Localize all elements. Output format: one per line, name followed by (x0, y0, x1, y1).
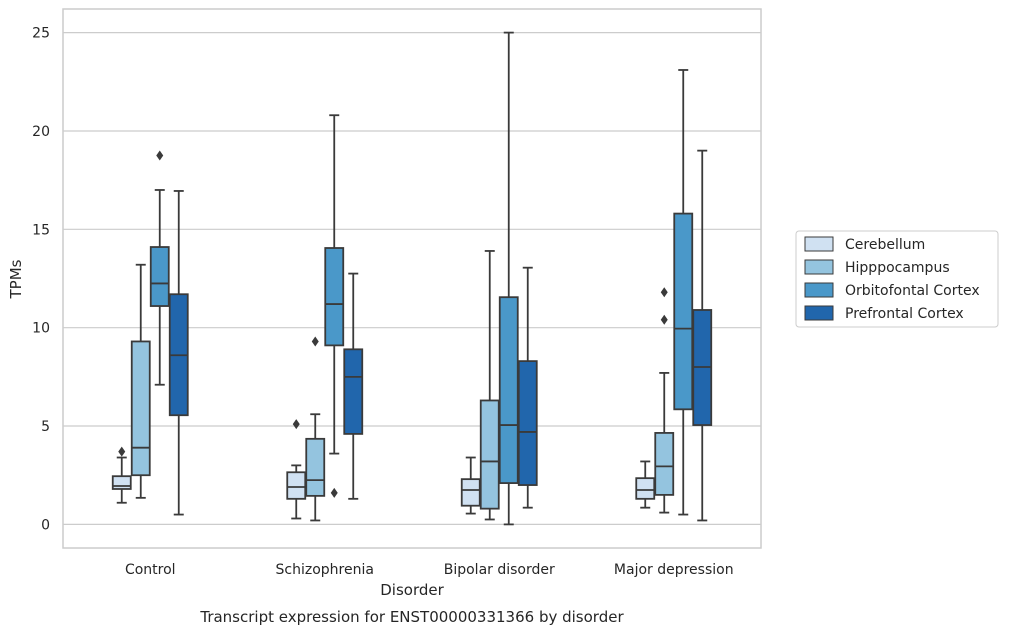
legend: Cerebellum Hipppocampus Orbitofontal Corte… (795, 230, 999, 328)
box-orbitofontal-cortex-major-depression (673, 69, 694, 516)
y-axis-label: TPMs (7, 259, 25, 299)
box-hipppocampus-schizophrenia (305, 336, 326, 522)
box-iqr (149, 246, 170, 307)
legend-swatch (804, 305, 834, 321)
box-iqr (111, 475, 132, 490)
legend-label: Cerebellum (845, 237, 925, 253)
legend-label: Prefrontal Cortex (845, 306, 964, 322)
box-hipppocampus-bipolar-disorder (479, 250, 500, 521)
y-tick-label: 0 (41, 517, 50, 533)
box-iqr (479, 399, 500, 510)
y-tick-label: 15 (32, 222, 50, 238)
y-tick-label: 20 (32, 124, 50, 140)
box-prefrontal-cortex-control (168, 190, 189, 516)
outlier-point (330, 487, 338, 498)
box-iqr (517, 360, 538, 486)
outlier-point (660, 287, 668, 298)
legend-swatch (804, 236, 834, 252)
box-iqr (654, 432, 675, 496)
box-iqr (460, 478, 481, 507)
box-cerebellum-major-depression (635, 460, 656, 509)
outlier-point (156, 150, 164, 161)
plot-frame (62, 8, 762, 549)
box-prefrontal-cortex-major-depression (692, 149, 713, 522)
legend-label: Orbitofontal Cortex (845, 283, 980, 299)
box-hipppocampus-control (130, 263, 151, 499)
legend-frame (795, 230, 999, 328)
box-iqr (286, 471, 307, 500)
box-cerebellum-schizophrenia (286, 419, 307, 520)
outlier-point (311, 336, 319, 347)
x-axis-label: Disorder (380, 581, 444, 599)
y-tick-labels: 0 5 10 15 20 25 (32, 26, 50, 534)
box-prefrontal-cortex-schizophrenia (343, 272, 364, 500)
x-tick-label: Schizophrenia (276, 562, 374, 578)
box-orbitofontal-cortex-bipolar-disorder (498, 31, 519, 526)
outlier-point (118, 446, 126, 457)
box-iqr (305, 437, 326, 497)
box-cerebellum-bipolar-disorder (460, 456, 481, 515)
box-iqr (343, 348, 364, 435)
box-layer (111, 31, 713, 526)
x-tick-label: Bipolar disorder (444, 562, 555, 578)
box-hipppocampus-major-depression (654, 287, 675, 514)
y-tick-label: 5 (41, 419, 50, 435)
box-iqr (498, 296, 519, 484)
legend-swatch (804, 282, 834, 298)
chart-caption: Transcript expression for ENST0000033136… (199, 608, 624, 626)
box-orbitofontal-cortex-control (149, 150, 170, 386)
box-prefrontal-cortex-bipolar-disorder (517, 266, 538, 509)
x-tick-labels: Control Schizophrenia Bipolar disorder Majo… (125, 562, 734, 578)
box-iqr (130, 340, 151, 477)
x-tick-label: Major depression (614, 562, 734, 578)
outlier-point (660, 314, 668, 325)
y-tick-label: 10 (32, 321, 50, 337)
legend-label: Hipppocampus (845, 260, 950, 276)
box-orbitofontal-cortex-schizophrenia (324, 114, 345, 498)
y-tick-label: 25 (32, 26, 50, 42)
outlier-point (292, 419, 300, 430)
box-iqr (673, 212, 694, 411)
box-iqr (324, 247, 345, 347)
box-iqr (635, 477, 656, 500)
box-cerebellum-control (111, 446, 132, 504)
legend-swatch (804, 259, 834, 275)
x-tick-label: Control (125, 562, 176, 578)
